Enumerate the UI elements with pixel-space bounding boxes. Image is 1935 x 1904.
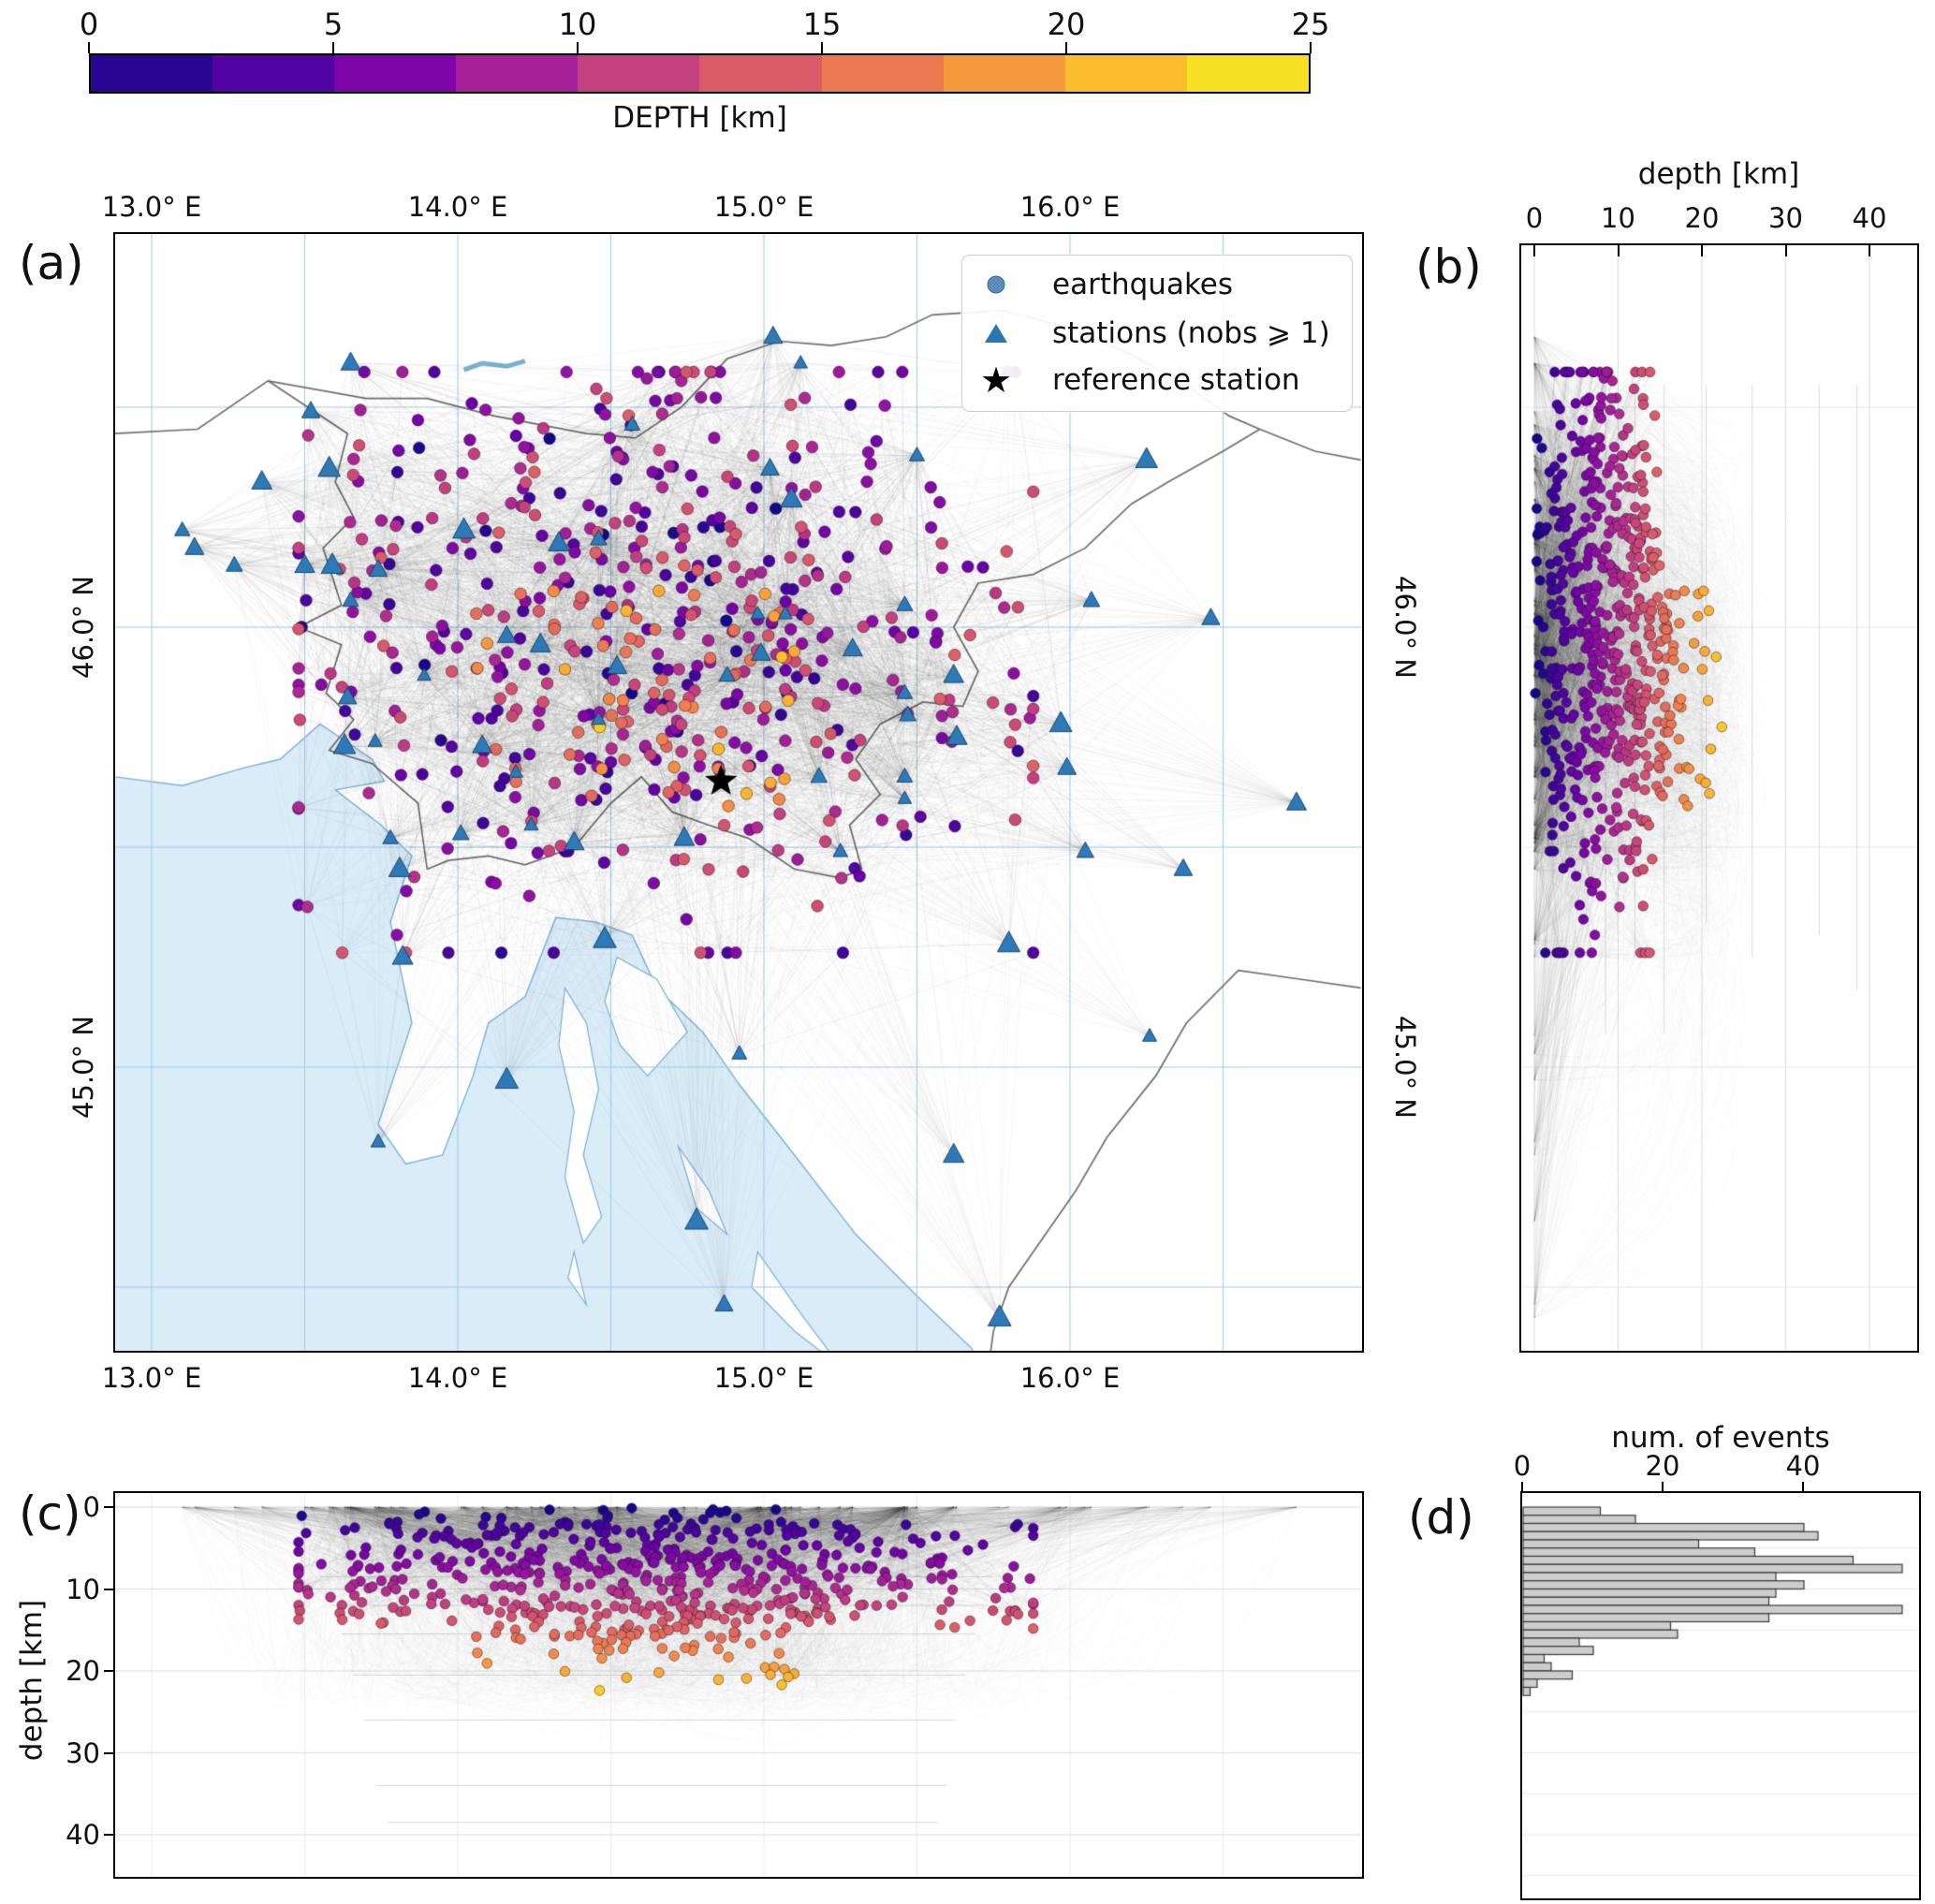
panel-c-tick-label: 0	[82, 1491, 100, 1523]
panel-a-label: (a)	[19, 236, 84, 290]
panel-b-label: (b)	[1415, 240, 1482, 294]
colorbar-segment-9	[1186, 55, 1309, 92]
panel-d-tick-mark	[1802, 1482, 1804, 1493]
panel-d-axis-title: num. of events	[1611, 1421, 1830, 1455]
colorbar-tick-mark	[1065, 42, 1067, 53]
colorbar-title: DEPTH [km]	[612, 101, 787, 135]
colorbar-tick-mark	[88, 42, 90, 53]
lon-tick-label-top: 13.0° E	[101, 191, 202, 223]
panel-b-tick-label: 10	[1601, 202, 1635, 234]
panel-c-axis-title: depth [km]	[15, 1599, 49, 1762]
lon-tick-label-bottom: 14.0° E	[407, 1362, 508, 1394]
colorbar-segment-1	[213, 55, 335, 92]
legend-label-reference-station: reference station	[1052, 363, 1300, 397]
depth-latitude-section-canvas	[1521, 245, 1917, 1351]
panel-b-tick-mark	[1784, 245, 1787, 256]
colorbar-segment-3	[456, 55, 579, 92]
panel-d-tick-mark	[1662, 1482, 1664, 1493]
panel-b-tick-label: 40	[1852, 202, 1887, 234]
panel-c-tick-mark	[104, 1751, 115, 1754]
panel-c-tick-label: 30	[66, 1736, 100, 1769]
panel-c-tick-mark	[104, 1670, 115, 1672]
map-panel-canvas	[115, 234, 1362, 1351]
colorbar-segment-0	[91, 55, 213, 92]
colorbar-tick-mark	[332, 42, 334, 53]
earthquake-marker-icon	[987, 275, 1005, 294]
depth-colorbar	[89, 53, 1311, 94]
legend-row-earthquakes: earthquakes	[962, 260, 1352, 309]
panel-b-tick-label: 20	[1684, 202, 1720, 234]
panel-d-tick-mark	[1521, 1482, 1523, 1493]
panel-c-tick-mark	[104, 1506, 115, 1508]
panel-d-tick-label: 0	[1513, 1450, 1532, 1482]
colorbar-segment-4	[578, 55, 700, 92]
lat-tick-label-left: 45.0° N	[67, 1016, 99, 1119]
depth-histogram-canvas	[1522, 1493, 1919, 1898]
colorbar-segment-8	[1064, 55, 1187, 92]
lon-tick-label-bottom: 13.0° E	[101, 1362, 202, 1394]
map-legend: earthquakes stations (nobs ⩾ 1) ★ refere…	[961, 255, 1353, 412]
colorbar-tick-label: 0	[79, 7, 99, 42]
colorbar-segment-6	[821, 55, 944, 92]
station-marker-icon	[985, 324, 1007, 343]
panel-d-label: (d)	[1408, 1490, 1474, 1545]
colorbar-segment-5	[699, 55, 822, 92]
panel-b-tick-mark	[1701, 245, 1703, 256]
panel-b-axis-title: depth [km]	[1637, 157, 1800, 191]
lon-tick-label-top: 14.0° E	[407, 191, 508, 223]
legend-row-reference-station: ★ reference station	[962, 356, 1352, 404]
panel-c-tick-label: 10	[66, 1573, 100, 1605]
lon-tick-label-top: 15.0° E	[713, 191, 814, 223]
lat-tick-label-right: 46.0° N	[1389, 576, 1421, 679]
panel-b-tick-mark	[1617, 245, 1620, 256]
colorbar-tick-label: 5	[323, 7, 344, 42]
colorbar-tick-mark	[821, 42, 823, 53]
panel-b-tick-mark	[1533, 245, 1535, 256]
panel-c-tick-label: 20	[66, 1655, 100, 1687]
colorbar-tick-label: 10	[558, 7, 597, 42]
colorbar-tick-label: 15	[802, 7, 842, 42]
colorbar-segment-7	[943, 55, 1065, 92]
panel-b-tick-label: 30	[1768, 202, 1803, 234]
panel-b-tick-mark	[1869, 245, 1870, 256]
legend-label-earthquakes: earthquakes	[1052, 268, 1234, 301]
lat-tick-label-right: 45.0° N	[1389, 1016, 1421, 1119]
panel-b-tick-label: 0	[1525, 202, 1544, 234]
panel-d-tick-label: 20	[1645, 1450, 1680, 1482]
panel-c-tick-mark	[104, 1834, 115, 1836]
legend-label-stations: stations (nobs ⩾ 1)	[1052, 316, 1330, 350]
lon-tick-label-bottom: 16.0° E	[1019, 1362, 1121, 1394]
lat-tick-label-left: 46.0° N	[67, 576, 99, 679]
panel-c-label: (c)	[19, 1487, 81, 1541]
colorbar-tick-mark	[1310, 42, 1312, 53]
panel-c-tick-label: 40	[66, 1819, 100, 1851]
lon-tick-label-bottom: 15.0° E	[713, 1362, 814, 1394]
panel-c-tick-mark	[104, 1588, 115, 1590]
lon-tick-label-top: 16.0° E	[1019, 191, 1121, 223]
colorbar-tick-mark	[577, 42, 579, 53]
longitude-depth-section-canvas	[115, 1493, 1362, 1877]
panel-d-tick-label: 40	[1785, 1450, 1821, 1482]
colorbar-segment-2	[334, 55, 457, 92]
colorbar-tick-label: 25	[1291, 7, 1330, 42]
reference-station-marker-icon: ★	[979, 359, 1013, 401]
colorbar-tick-label: 20	[1047, 7, 1086, 42]
legend-row-stations: stations (nobs ⩾ 1)	[962, 309, 1352, 358]
